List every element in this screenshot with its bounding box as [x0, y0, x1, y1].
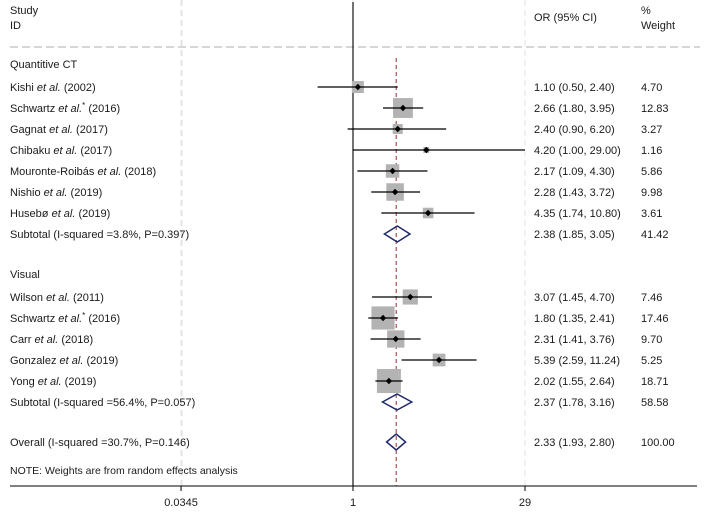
subtotal-diamond	[383, 225, 412, 243]
subtotal-ci-text: 2.37 (1.78, 3.16)	[534, 397, 615, 409]
point-estimate	[354, 83, 362, 91]
group-label: Quantitive CT	[10, 59, 78, 71]
study-label: Nishio et al. (2019)	[10, 187, 102, 199]
ci-text: 3.07 (1.45, 4.70)	[534, 292, 615, 304]
study-row: Schwartz et al.* (2016) 1.80 (1.35, 2.41)…	[10, 306, 669, 330]
point-estimate	[389, 167, 396, 175]
study-label: Carr et al. (2018)	[10, 334, 93, 346]
subtotal-label: Subtotal (I-squared =3.8%, P=0.397)	[10, 229, 189, 241]
ci-text: 4.20 (1.00, 29.00)	[534, 145, 621, 157]
x-tick-label: 29	[519, 497, 531, 509]
study-row: Nishio et al. (2019) 2.28 (1.43, 3.72) 9.9…	[10, 183, 662, 201]
weight-text: 1.16	[641, 145, 662, 157]
subtotal: Subtotal (I-squared =56.4%, P=0.057) 2.37…	[10, 393, 669, 411]
x-tick-label: 0.0345	[164, 497, 198, 509]
ci-text: 2.28 (1.43, 3.72)	[534, 187, 615, 199]
study-label: Husebø et al. (2019)	[10, 208, 110, 220]
subtotal-label: Subtotal (I-squared =56.4%, P=0.057)	[10, 397, 195, 409]
overall-ci-text: 2.33 (1.93, 2.80)	[534, 437, 615, 449]
ci-text: 2.66 (1.80, 3.95)	[534, 103, 615, 115]
study-label: Chibaku et al. (2017)	[10, 145, 112, 157]
point-estimate	[391, 188, 399, 196]
overall: Overall (I-squared =30.7%, P=0.146) 2.33 …	[10, 433, 675, 451]
point-estimate	[379, 314, 387, 322]
point-estimate	[435, 356, 443, 364]
study-label: Wilson et al. (2011)	[10, 292, 104, 304]
axes: 0.0345 1 29	[10, 2, 697, 509]
study-label: Yong et al. (2019)	[10, 376, 96, 388]
overall-diamond	[385, 433, 407, 451]
study-row: Mouronte-Roibás et al. (2018) 2.17 (1.09,…	[10, 164, 662, 178]
study-rows: Quantitive CT Kishi et al. (2002) 1.10 (0.…	[10, 59, 675, 451]
ci-text: 2.31 (1.41, 3.76)	[534, 334, 615, 346]
weight-text: 12.83	[641, 103, 669, 115]
table-header: Study ID OR (95% CI) % Weight	[10, 5, 675, 32]
ci-text: 2.17 (1.09, 4.30)	[534, 166, 615, 178]
study-row: Wilson et al. (2011) 3.07 (1.45, 4.70) 7.4…	[10, 289, 662, 305]
point-estimate	[424, 209, 432, 217]
ci-text: 1.10 (0.50, 2.40)	[534, 82, 615, 94]
subtotal-weight-text: 58.58	[641, 397, 669, 409]
header-or-ci: OR (95% CI)	[534, 12, 597, 24]
study-label: Schwartz et al.* (2016)	[10, 101, 120, 116]
study-row: Husebø et al. (2019) 4.35 (1.74, 10.80) 3.…	[10, 207, 662, 220]
point-estimate	[392, 335, 399, 343]
point-estimate	[385, 377, 393, 385]
overall-label: Overall (I-squared =30.7%, P=0.146)	[10, 437, 190, 449]
ci-text: 5.39 (2.59, 11.24)	[534, 355, 620, 367]
footnote: NOTE: Weights are from random effects an…	[10, 465, 238, 477]
study-row: Chibaku et al. (2017) 4.20 (1.00, 29.00) 1…	[10, 145, 662, 157]
ci-text: 2.40 (0.90, 6.20)	[534, 124, 615, 136]
study-row: Gonzalez et al. (2019) 5.39 (2.59, 11.24)…	[10, 353, 662, 367]
study-row: Carr et al. (2018) 2.31 (1.41, 3.76) 9.70	[10, 330, 662, 348]
point-estimate	[399, 104, 407, 112]
study-row: Gagnat et al. (2017) 2.40 (0.90, 6.20) 3.2…	[10, 123, 662, 136]
weight-text: 18.71	[641, 376, 669, 388]
study-label: Gonzalez et al. (2019)	[10, 355, 118, 367]
header-study: Study	[10, 5, 39, 17]
weight-text: 9.70	[641, 334, 662, 346]
study-label: Mouronte-Roibás et al. (2018)	[10, 166, 156, 178]
group-label: Visual	[10, 269, 40, 281]
point-estimate	[423, 146, 430, 154]
weight-text: 5.25	[641, 355, 662, 367]
header-weight: Weight	[641, 20, 675, 32]
study-row: Schwartz et al.* (2016) 2.66 (1.80, 3.95)…	[10, 98, 669, 118]
study-row: Yong et al. (2019) 2.02 (1.55, 2.64) 18.71	[10, 369, 669, 393]
weight-text: 3.61	[641, 208, 662, 220]
weight-text: 4.70	[641, 82, 662, 94]
ci-text: 1.80 (1.35, 2.41)	[534, 313, 615, 325]
subtotal-ci-text: 2.38 (1.85, 3.05)	[534, 229, 615, 241]
header-percent: %	[641, 5, 651, 17]
x-tick-label: 1	[350, 497, 356, 509]
study-row: Kishi et al. (2002) 1.10 (0.50, 2.40) 4.70	[10, 80, 662, 94]
subtotal-weight-text: 41.42	[641, 229, 669, 241]
overall-weight-text: 100.00	[641, 437, 675, 449]
ci-text: 2.02 (1.55, 2.64)	[534, 376, 615, 388]
subtotal: Subtotal (I-squared =3.8%, P=0.397) 2.38 …	[10, 225, 669, 243]
weight-text: 9.98	[641, 187, 662, 199]
weight-text: 3.27	[641, 124, 662, 136]
weight-text: 7.46	[641, 292, 662, 304]
study-label: Gagnat et al. (2017)	[10, 124, 108, 136]
header-id: ID	[10, 20, 21, 32]
study-label: Kishi et al. (2002)	[10, 82, 96, 94]
weight-text: 17.46	[641, 313, 669, 325]
study-label: Schwartz et al.* (2016)	[10, 311, 120, 326]
subtotal-diamond	[380, 393, 414, 411]
weight-text: 5.86	[641, 166, 662, 178]
point-estimate	[407, 293, 414, 301]
point-estimate	[394, 125, 401, 133]
ci-text: 4.35 (1.74, 10.80)	[534, 208, 621, 220]
